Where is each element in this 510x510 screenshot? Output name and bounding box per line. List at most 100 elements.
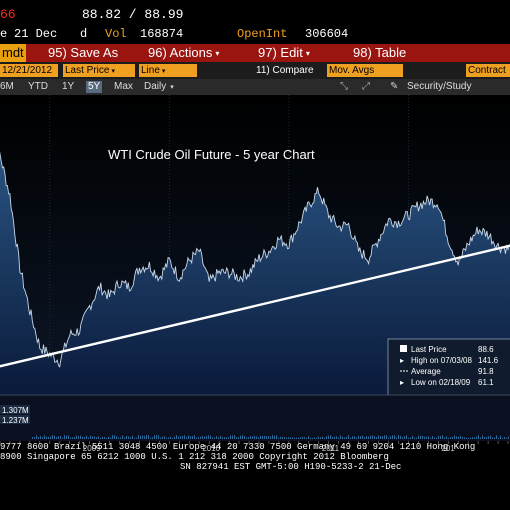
volume-bar (338, 437, 339, 439)
mov-avgs-selector[interactable]: Mov. Avgs (327, 64, 403, 77)
volume-bar (164, 436, 165, 439)
price-chart[interactable]: WTI Crude Oil Future - 5 year Chart Last… (0, 95, 510, 490)
ticker-field[interactable]: mdt (0, 44, 26, 62)
volume-bar (294, 437, 295, 439)
volume-bar (392, 435, 393, 439)
volume-bar (62, 437, 63, 439)
volume-bar (424, 436, 425, 439)
volume-bar (508, 436, 509, 439)
volume-bar (48, 436, 49, 439)
volume-bar (246, 437, 247, 439)
volume-bar (98, 436, 99, 439)
study-icon[interactable]: ✎ (390, 81, 399, 92)
volume-bar (184, 435, 185, 439)
volume-bar (302, 436, 303, 439)
volume-bar (274, 435, 275, 439)
volume-bar (288, 437, 289, 439)
volume-bar (110, 437, 111, 439)
legend-value-last: 88.6 (478, 345, 494, 354)
zoom-out-icon[interactable]: ⤢ (362, 81, 370, 92)
volume-bar (404, 436, 405, 439)
volume-bar (248, 437, 249, 439)
edit-menu[interactable]: 97) Edit ▾ (258, 44, 310, 62)
volume-bar (450, 437, 451, 439)
table-button[interactable]: 98) Table (353, 45, 407, 60)
frequency-selector[interactable]: Daily ▾ (144, 81, 174, 93)
volume-bar (206, 435, 207, 439)
volume-bar (212, 437, 213, 439)
period-1y[interactable]: 1Y (62, 81, 75, 92)
volume-bar (234, 435, 235, 439)
volume-bar (370, 435, 371, 439)
x-tick-label: 201 (441, 444, 455, 453)
volume-bar (356, 437, 357, 439)
period-6m[interactable]: 6M (0, 81, 14, 92)
volume-bar (448, 437, 449, 439)
volume-bar (322, 436, 323, 439)
actions-label: 96) Actions (148, 45, 213, 60)
actions-caret-icon: ▾ (215, 48, 220, 58)
volume-bar (172, 437, 173, 439)
volume-bar (386, 435, 387, 439)
volume-bar (308, 436, 309, 439)
volume-bar (214, 437, 215, 439)
volume-bar (104, 437, 105, 439)
volume-bar (388, 437, 389, 439)
footer-line-3: SN 827941 EST GMT-5:00 H190-5233-2 21-De… (180, 462, 402, 472)
volume-bar (398, 435, 399, 439)
volume-bar (238, 437, 239, 439)
volume-bar (304, 437, 305, 439)
vol-label: Vol (105, 27, 127, 41)
save-as-button[interactable]: 95) Save As (48, 45, 119, 60)
volume-bar (332, 436, 333, 439)
volume-bar (252, 436, 253, 439)
zoom-in-icon[interactable]: ⤡ (340, 81, 348, 92)
volume-bar (154, 435, 155, 439)
volume-bar (160, 437, 161, 439)
volume-bar (292, 437, 293, 439)
actions-menu[interactable]: 96) Actions ▾ (148, 44, 219, 62)
volume-bar (156, 435, 157, 439)
volume-bar (168, 437, 169, 439)
openint-label: OpenInt (237, 27, 288, 41)
bloomberg-footer: 9777 8600 Brazil 5511 3048 4500 Europe 4… (0, 442, 510, 510)
volume-bar (100, 437, 101, 439)
volume-bar (378, 435, 379, 439)
volume-bar (210, 435, 211, 439)
volume-bar (422, 435, 423, 439)
field-selector[interactable]: Last Price ▾ (63, 64, 135, 77)
volume-bar (346, 436, 347, 439)
compare-button[interactable]: 11) Compare (256, 65, 314, 76)
volume-bar (284, 437, 285, 439)
volume-bar (242, 435, 243, 439)
price-header: 66 88.82 / 88.99 (0, 0, 510, 26)
volume-bar (116, 436, 117, 439)
volume-bar (264, 435, 265, 439)
period-ytd[interactable]: YTD (28, 81, 48, 92)
style-selector[interactable]: Line ▾ (139, 64, 197, 77)
volume-bar (342, 436, 343, 439)
volume-bar (506, 437, 507, 439)
period-max[interactable]: Max (114, 81, 133, 92)
price-area (0, 153, 510, 395)
volume-bar (290, 437, 291, 439)
volume-bar (316, 437, 317, 439)
volume-bar (178, 436, 179, 439)
volume-bar (336, 436, 337, 439)
volume-bar (360, 436, 361, 439)
volume-bar (52, 435, 53, 439)
security-study-button[interactable]: Security/Study (407, 81, 472, 92)
period-5y[interactable]: 5Y (86, 81, 103, 93)
volume-bar (270, 436, 271, 439)
volume-bar (122, 435, 123, 439)
volume-bar (228, 437, 229, 439)
volume-bar (390, 436, 391, 439)
volume-bar (500, 435, 501, 439)
volume-bar (434, 437, 435, 439)
legend-label-last: Last Price (411, 345, 447, 354)
volume-bar (376, 437, 377, 439)
legend-label-low: Low on 02/18/09 (411, 378, 471, 387)
contract-selector[interactable]: Contract (466, 64, 510, 77)
date-field[interactable]: 12/21/2012 (0, 64, 58, 77)
volume-bar (66, 435, 67, 439)
